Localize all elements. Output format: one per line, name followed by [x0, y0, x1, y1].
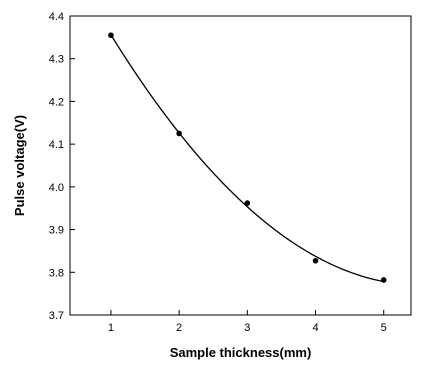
x-tick-label: 4	[312, 322, 318, 334]
x-tick-label: 3	[244, 322, 250, 334]
axes	[69, 15, 412, 316]
y-tick-label: 4.0	[49, 182, 64, 194]
x-tick-label: 2	[176, 322, 182, 334]
y-tick-label: 4.1	[49, 139, 64, 151]
y-axis-ticks: 3.7 3.8 3.9 4.0 4.1 4.2 4.3 4.4	[49, 11, 75, 322]
data-point	[244, 200, 251, 206]
fit-curve	[110, 34, 384, 283]
x-axis-title: Sample thickness(mm)	[170, 345, 312, 360]
y-tick-label: 3.7	[49, 310, 64, 322]
x-axis-ticks: 1 2 3 4 5	[108, 310, 387, 334]
data-point	[380, 277, 387, 283]
data-point	[312, 257, 319, 264]
y-tick-label: 4.3	[49, 54, 64, 66]
y-tick-label: 3.8	[49, 267, 64, 279]
y-axis-title: Pulse voltage(V)	[12, 115, 27, 216]
y-tick-label: 3.9	[49, 225, 64, 237]
y-tick-label: 4.2	[49, 96, 64, 108]
data-point	[108, 32, 114, 39]
data-points	[108, 32, 387, 283]
plot-frame	[69, 15, 412, 316]
x-tick-label: 5	[381, 322, 387, 334]
data-point	[176, 130, 182, 137]
y-tick-label: 4.4	[49, 11, 64, 23]
x-tick-label: 1	[108, 322, 114, 334]
